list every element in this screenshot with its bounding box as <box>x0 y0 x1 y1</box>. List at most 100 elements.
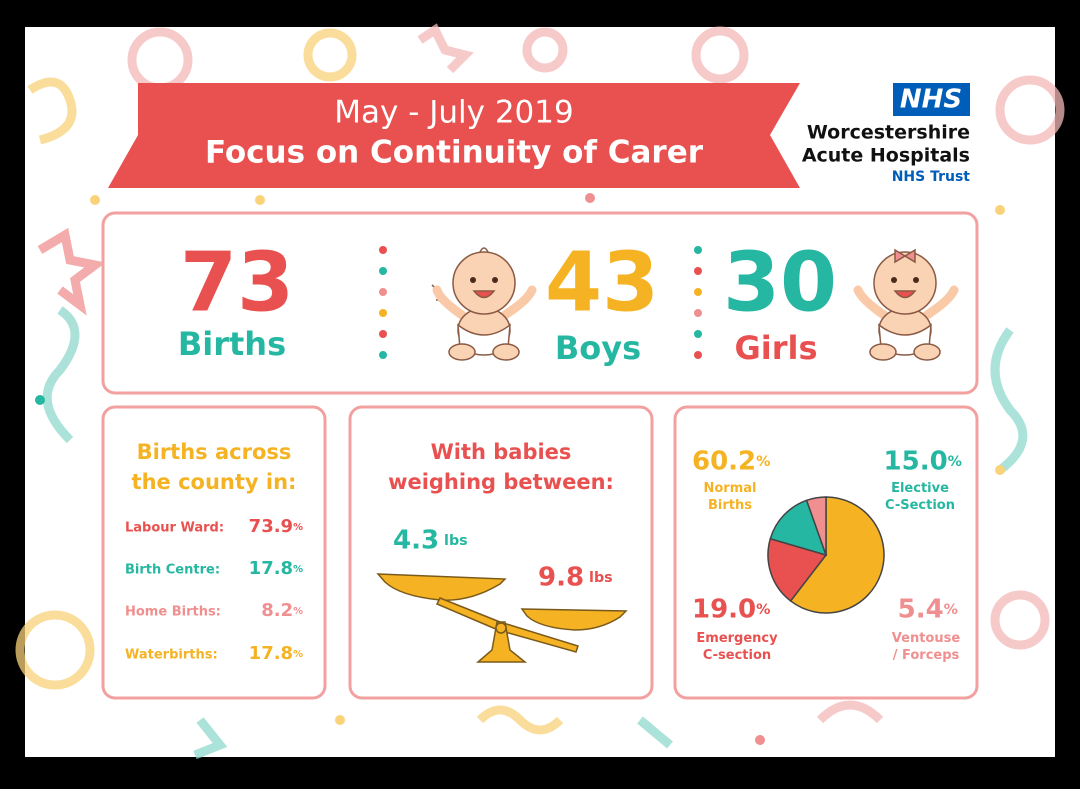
dot <box>585 193 595 203</box>
boys-label: Boys <box>555 329 641 367</box>
dot <box>335 715 345 725</box>
decor <box>193 717 228 760</box>
stats-panel <box>101 211 979 395</box>
bow <box>894 248 916 264</box>
eye <box>492 277 498 283</box>
dot <box>379 267 387 275</box>
background-dots <box>35 193 1005 745</box>
pie-category: Normal Births <box>704 481 757 513</box>
girls-label: Girls <box>734 329 817 367</box>
decor <box>476 705 564 735</box>
girls-number: 30 <box>723 235 837 330</box>
decor <box>522 27 568 73</box>
baby-girl-icon <box>853 248 959 361</box>
dot-divider <box>379 246 387 359</box>
dot <box>379 288 387 296</box>
arms <box>432 285 537 320</box>
dot <box>694 309 702 317</box>
pie-slice <box>789 496 885 614</box>
decor <box>990 327 1028 474</box>
dot <box>995 205 1005 215</box>
delivery-pie <box>767 496 885 614</box>
county-title: Births across <box>137 440 292 464</box>
pie-slice <box>767 537 828 603</box>
decor <box>27 77 77 145</box>
head <box>873 251 937 315</box>
dot <box>35 395 45 405</box>
banner-subtitle: May - July 2019 <box>334 95 573 131</box>
county-value: 8.2% <box>261 600 303 621</box>
dot <box>694 288 702 296</box>
decor <box>303 28 357 82</box>
baby-boy-icon <box>431 247 537 361</box>
dot <box>694 246 702 254</box>
arms <box>853 285 959 320</box>
mouth <box>893 290 917 299</box>
org-trust: NHS Trust <box>892 169 971 185</box>
dot <box>755 735 765 745</box>
scale-base <box>475 621 528 663</box>
foot <box>869 343 897 361</box>
decor <box>37 227 106 316</box>
eye <box>891 277 897 283</box>
head <box>452 251 516 315</box>
county-label: Labour Ward: <box>125 521 224 536</box>
births-number: 73 <box>180 235 294 330</box>
mouth <box>472 290 496 299</box>
pie-category: Emergency C-section <box>696 631 778 663</box>
banner-title: Focus on Continuity of Carer <box>205 135 704 171</box>
county-label: Birth Centre: <box>125 563 220 578</box>
births-label: Births <box>178 325 286 363</box>
dot <box>694 267 702 275</box>
scale-icon <box>376 573 628 663</box>
dot <box>379 309 387 317</box>
decor <box>995 75 1065 145</box>
dot <box>379 330 387 338</box>
hair <box>479 247 489 253</box>
org-name: Worcestershire <box>807 122 970 144</box>
county-label: Home Births: <box>125 605 221 620</box>
nhs-badge-text: NHS <box>900 85 962 115</box>
decor <box>637 716 673 749</box>
background-decor <box>15 23 1065 760</box>
decor <box>816 700 884 724</box>
decor <box>691 26 749 84</box>
county-value: 73.9% <box>249 516 303 537</box>
dot <box>995 465 1005 475</box>
decor <box>417 23 474 74</box>
pie-slice <box>769 499 828 557</box>
eye <box>470 277 476 283</box>
dot-divider <box>694 246 702 359</box>
dot <box>379 246 387 254</box>
weights-title: With babies <box>431 440 572 464</box>
pie-slice <box>805 496 827 556</box>
foot <box>448 343 476 361</box>
county-panel <box>101 405 327 700</box>
foot <box>913 343 941 361</box>
scale-pivot <box>495 622 507 634</box>
county-rows: Labour Ward: 73.9% Birth Centre: 17.8% H… <box>125 516 303 664</box>
dot <box>694 351 702 359</box>
county-value: 17.8% <box>249 558 303 579</box>
dot <box>694 330 702 338</box>
boys-number: 43 <box>545 235 659 330</box>
decor <box>990 590 1050 650</box>
county-value: 17.8% <box>249 643 303 664</box>
pie-category: Elective C-Section <box>885 481 955 513</box>
scale-pan <box>520 608 628 631</box>
county-label: Waterbirths: <box>125 648 218 663</box>
weights-title: weighing between: <box>388 470 614 494</box>
dot <box>90 195 100 205</box>
nhs-badge <box>893 83 970 116</box>
eye <box>913 277 919 283</box>
decor <box>15 610 95 690</box>
dot <box>255 195 265 205</box>
banner <box>108 83 800 188</box>
foot <box>492 343 520 361</box>
org-name: Acute Hospitals <box>802 145 970 167</box>
county-title: the county in: <box>132 470 297 494</box>
decor <box>42 306 80 444</box>
